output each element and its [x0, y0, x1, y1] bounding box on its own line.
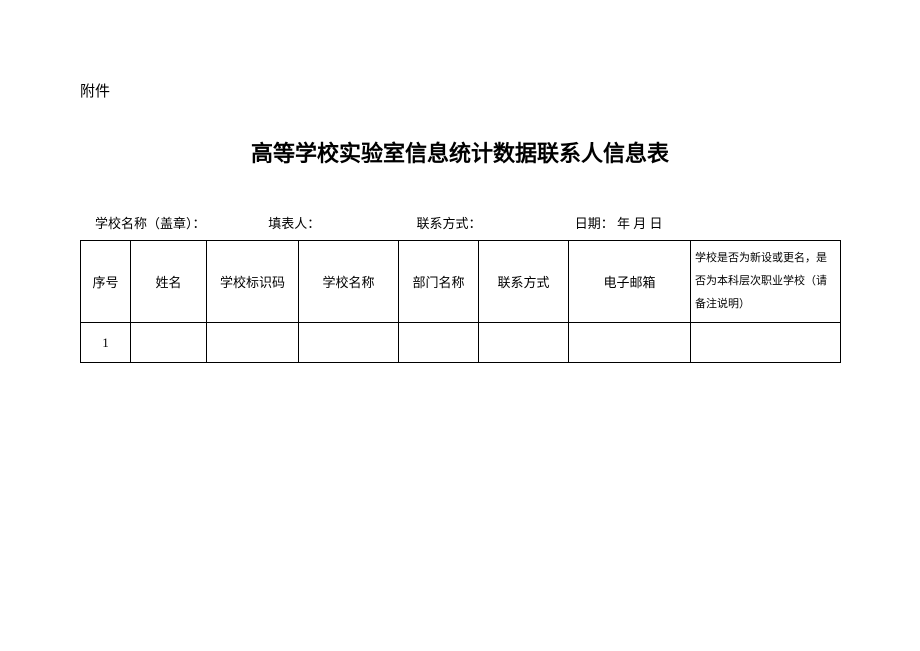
header-name: 姓名 — [131, 241, 207, 323]
info-filler: 填表人： — [268, 213, 413, 232]
header-contact: 联系方式 — [479, 241, 569, 323]
cell-email — [569, 323, 691, 363]
info-line: 学校名称（盖章）： 填表人： 联系方式： 日期： 年 月 日 — [80, 213, 840, 232]
page-title: 高等学校实验室信息统计数据联系人信息表 — [80, 136, 840, 168]
header-seq: 序号 — [81, 241, 131, 323]
cell-remark — [691, 323, 841, 363]
table-row: 1 — [81, 323, 841, 363]
cell-school-name — [299, 323, 399, 363]
info-contact: 联系方式： — [417, 213, 572, 232]
cell-dept — [399, 323, 479, 363]
info-school-name: 学校名称（盖章）： — [95, 213, 265, 232]
header-school-code: 学校标识码 — [207, 241, 299, 323]
table-header-row: 序号 姓名 学校标识码 学校名称 部门名称 联系方式 电子邮箱 学校是否为新设或… — [81, 241, 841, 323]
attachment-label: 附件 — [80, 80, 840, 101]
contact-table: 序号 姓名 学校标识码 学校名称 部门名称 联系方式 电子邮箱 学校是否为新设或… — [80, 240, 841, 363]
info-date: 日期： 年 月 日 — [575, 213, 663, 232]
header-remark: 学校是否为新设或更名，是否为本科层次职业学校（请备注说明） — [691, 241, 841, 323]
header-email: 电子邮箱 — [569, 241, 691, 323]
cell-school-code — [207, 323, 299, 363]
cell-contact — [479, 323, 569, 363]
cell-seq: 1 — [81, 323, 131, 363]
header-dept: 部门名称 — [399, 241, 479, 323]
header-school-name: 学校名称 — [299, 241, 399, 323]
cell-name — [131, 323, 207, 363]
